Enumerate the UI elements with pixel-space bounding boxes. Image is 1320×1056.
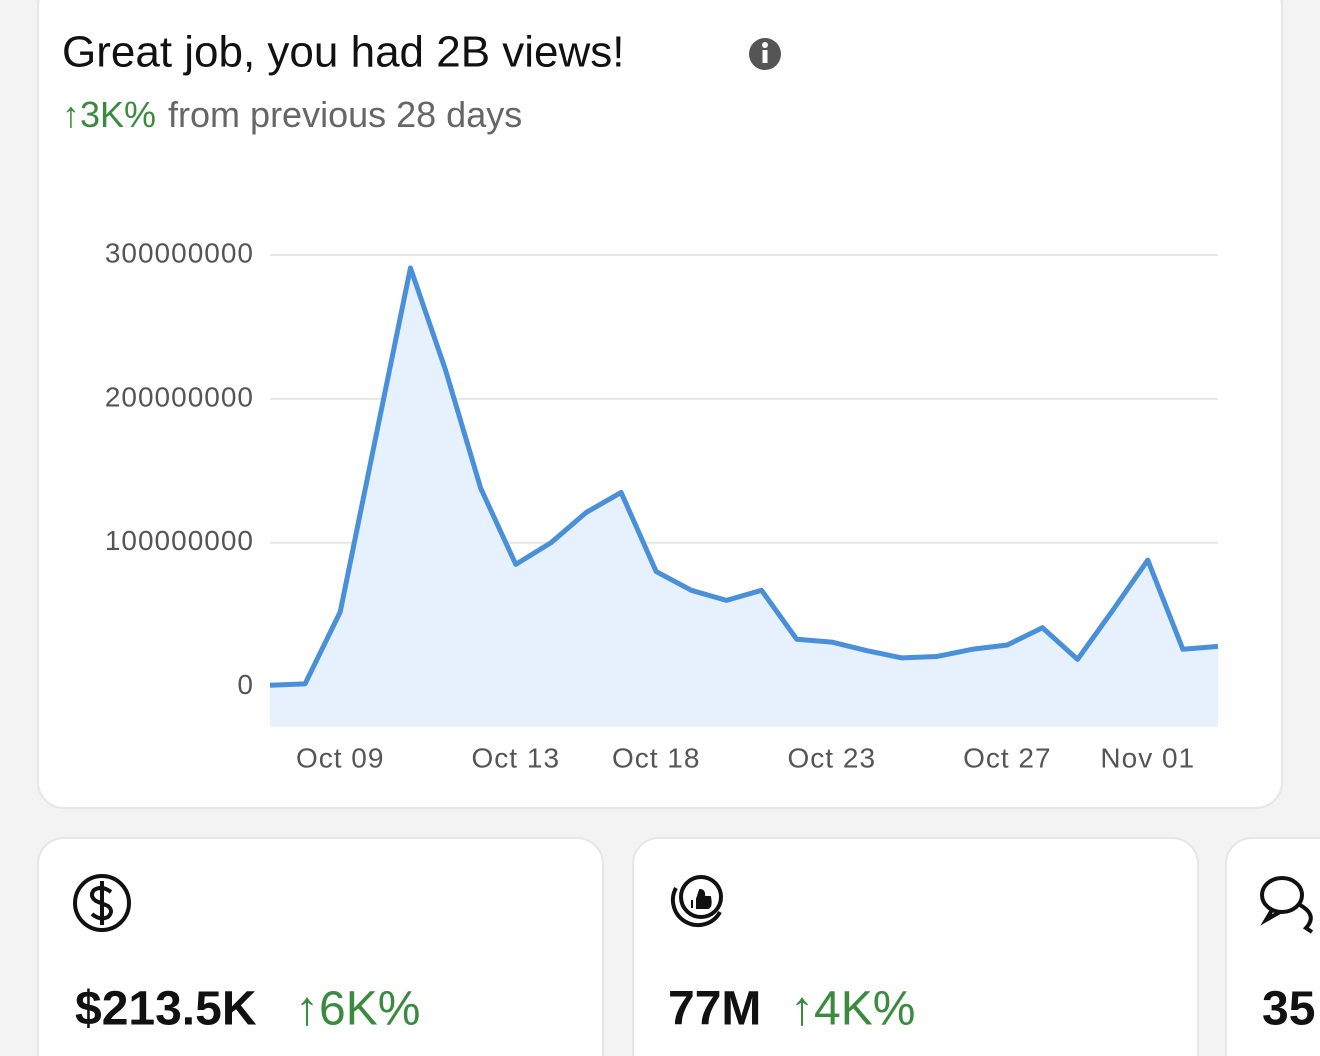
chart: 0 100000000 200000000 300000000 Oct 09 Oct 13… bbox=[105, 237, 1219, 773]
card[interactable] bbox=[37, 837, 604, 1056]
title: Great job, you had 2B views! bbox=[62, 28, 625, 77]
area bbox=[270, 267, 1218, 727]
card[interactable] bbox=[632, 837, 1199, 1056]
x-tick-label: Nov 01 bbox=[1100, 742, 1195, 773]
x-tick-label: Oct 23 bbox=[788, 742, 876, 773]
x-tick-label: Oct 27 bbox=[963, 742, 1051, 773]
card-value: 35 bbox=[1262, 983, 1315, 1036]
change: ↑3K% bbox=[62, 94, 156, 135]
x-tick-label: Oct 18 bbox=[612, 742, 700, 773]
subtitle: ↑3K% from previous 28 days bbox=[62, 94, 522, 135]
likes-icon bbox=[670, 875, 723, 927]
dollar-icon bbox=[73, 874, 131, 932]
y-tick-label: 100000000 bbox=[105, 525, 254, 556]
card-change: ↑6K% bbox=[295, 983, 420, 1036]
line bbox=[269, 265, 1219, 688]
comments-icon bbox=[1260, 876, 1314, 934]
subtitle-text: from previous 28 days bbox=[168, 94, 522, 135]
x-tick-label: Oct 13 bbox=[472, 742, 560, 773]
y-tick-label: 300000000 bbox=[105, 237, 254, 268]
card-value: 77M bbox=[668, 983, 761, 1036]
info-icon[interactable] bbox=[749, 38, 781, 70]
card-change: ↑4K% bbox=[790, 983, 915, 1036]
y-tick-label: 200000000 bbox=[105, 381, 254, 412]
card[interactable] bbox=[1225, 837, 1320, 1056]
y-tick-label: 0 bbox=[237, 669, 254, 700]
card-value: $213.5K bbox=[75, 983, 257, 1036]
x-tick-label: Oct 09 bbox=[296, 742, 384, 773]
